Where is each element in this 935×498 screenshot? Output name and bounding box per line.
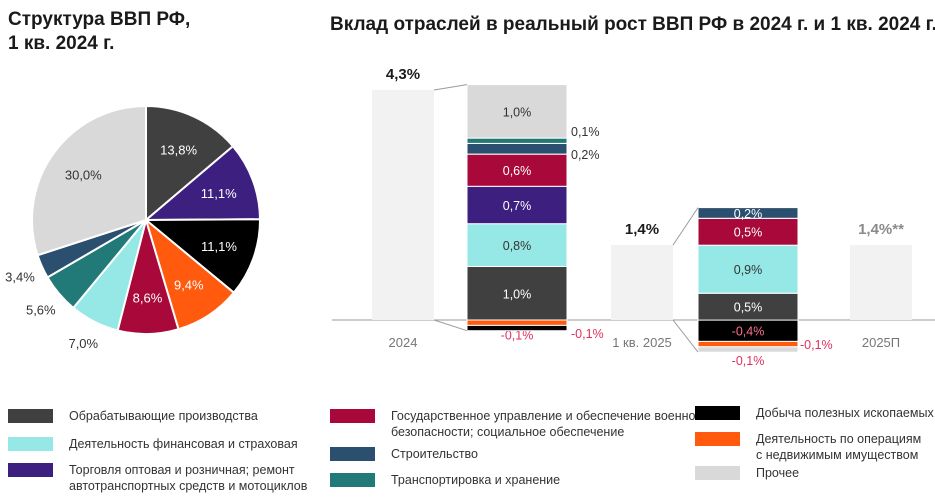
- legend-swatch: [8, 409, 53, 423]
- legend-item-government: Государственное управление и обеспечение…: [330, 408, 702, 440]
- segment-other: [466, 84, 568, 139]
- bar-chart-title: Вклад отраслей в реальный рост ВВП РФ в …: [330, 14, 935, 35]
- legend-label: Транспортировка и хранение: [391, 473, 561, 487]
- pie-label-other: 30,0%: [65, 167, 102, 182]
- pie-label-trade: 11,1%: [201, 186, 237, 201]
- category-label: 1 кв. 2025: [612, 335, 672, 350]
- pie-slice-mining: [143, 218, 262, 295]
- pie-label-realestate: 9,4%: [174, 278, 204, 293]
- pie-label-government: 8,6%: [133, 291, 163, 306]
- legend-item-mining: Добыча полезных ископаемых: [695, 405, 934, 421]
- legend-swatch: [330, 447, 375, 461]
- segment-manufacturing: [466, 266, 568, 321]
- segment-realestate: [697, 340, 799, 348]
- segment-finance: [466, 223, 568, 267]
- total-value-label: 1,4%**: [858, 221, 904, 238]
- segment-construction: [466, 142, 568, 155]
- segment-manufacturing: [697, 292, 799, 321]
- legend-swatch: [330, 473, 375, 487]
- legend-item-transport: Транспортировка и хранение: [330, 472, 560, 488]
- legend-swatch: [695, 406, 740, 420]
- legend-swatch: [8, 437, 53, 451]
- segment-label-realestate: -0,1%: [800, 338, 833, 352]
- segment-other: [697, 346, 799, 353]
- legend-label: Деятельность по операциям с недвижимым и…: [756, 432, 922, 462]
- pie-chart-title: Структура ВВП РФ, 1 кв. 2024 г.: [8, 9, 191, 54]
- total-bar-1: [611, 245, 673, 320]
- segment-label-trade: 0,7%: [503, 199, 532, 213]
- pie-label-construction: 3,4%: [5, 269, 35, 284]
- legend-swatch: [695, 432, 740, 446]
- total-bar-0: [372, 89, 434, 320]
- segment-label-transport: 0,1%: [571, 125, 600, 139]
- connector-line: [672, 319, 699, 353]
- segment-label-government: 0,6%: [503, 164, 532, 178]
- legend-item-finance: Деятельность финансовая и страховая: [8, 436, 298, 452]
- total-value-label: 4,3%: [386, 66, 420, 83]
- legend-item-trade: Торговля оптовая и розничная; ремонт авт…: [8, 462, 307, 494]
- segment-mining: [466, 324, 568, 332]
- segment-label-other: -0,1%: [732, 354, 765, 368]
- segment-realestate: [466, 319, 568, 326]
- connector-line: [672, 207, 699, 246]
- total-bar-2: [850, 245, 912, 320]
- category-label: 2024: [389, 335, 418, 350]
- segment-label-construction: 0,2%: [571, 148, 600, 162]
- segment-construction: [697, 207, 799, 219]
- legend-item-manufacturing: Обрабатывающие производства: [8, 408, 258, 424]
- category-label: 2025П: [862, 335, 900, 350]
- segment-label-manufacturing: 1,0%: [503, 287, 532, 301]
- segment-label-construction: 0,2%: [734, 207, 763, 221]
- pie-label-manufacturing: 13,8%: [160, 143, 197, 158]
- segment-transport: [466, 137, 568, 144]
- pie-slice-other: [31, 104, 147, 257]
- pie-slice-trade: [143, 144, 262, 222]
- legend-item-other: Прочее: [695, 465, 799, 481]
- segment-label-realestate: -0,1%: [501, 328, 534, 342]
- segment-label-government: 0,5%: [734, 226, 763, 240]
- pie-label-transport: 5,6%: [26, 302, 56, 317]
- legend-item-realestate: Деятельность по операциям с недвижимым и…: [695, 431, 921, 463]
- legend-label: Строительство: [391, 447, 478, 461]
- segment-label-manufacturing: 0,5%: [734, 301, 763, 315]
- connector-line: [433, 84, 468, 91]
- legend-swatch: [695, 466, 740, 480]
- total-value-label: 1,4%: [625, 221, 659, 238]
- segment-label-mining: -0,4%: [732, 325, 765, 339]
- segment-label-finance: 0,9%: [734, 263, 763, 277]
- legend-label: Государственное управление и обеспечение…: [391, 409, 703, 439]
- pie-label-finance: 7,0%: [68, 336, 98, 351]
- legend-label: Обрабатывающие производства: [69, 409, 258, 423]
- legend-label: Прочее: [756, 466, 800, 480]
- segment-government: [697, 217, 799, 246]
- segment-label-mining: -0,1%: [571, 327, 604, 341]
- segment-label-other: 1,0%: [503, 105, 532, 119]
- segment-label-finance: 0,8%: [503, 239, 532, 253]
- legend-label: Деятельность финансовая и страховая: [69, 437, 298, 451]
- connector-line: [433, 319, 468, 332]
- pie-label-mining: 11,1%: [201, 239, 237, 254]
- legend-label: Добыча полезных ископаемых: [756, 406, 934, 420]
- pie-slice-manufacturing: [145, 104, 235, 223]
- legend-swatch: [8, 463, 53, 477]
- legend-swatch: [330, 409, 375, 423]
- legend-item-construction: Строительство: [330, 446, 478, 462]
- legend-label: Торговля оптовая и розничная; ремонт авт…: [69, 463, 308, 493]
